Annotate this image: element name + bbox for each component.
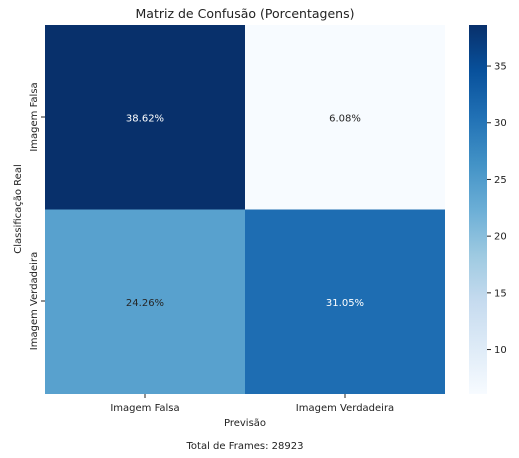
x-tick-label-imagem-verdadeira: Imagem Verdadeira — [296, 403, 394, 414]
colorbar-gradient — [469, 25, 487, 394]
total-frames-footnote: Total de Frames: 28923 — [186, 441, 304, 452]
cell-value-label-r0-c1: 6.08% — [329, 113, 361, 124]
cell-value-label-r1-c0: 24.26% — [126, 298, 164, 309]
x-tick-label-imagem-falsa: Imagem Falsa — [110, 403, 179, 414]
y-axis: Imagem Falsa Imagem Verdadeira Classific… — [13, 82, 45, 350]
colorbar-tick-label-35: 35 — [494, 62, 507, 73]
colorbar-tick-label-15: 15 — [494, 288, 507, 299]
colorbar: 10 15 20 25 30 35 — [469, 25, 507, 394]
heatmap-cell-r1-c1 — [245, 209, 445, 394]
colorbar-tick-label-25: 25 — [494, 175, 507, 186]
y-tick-label-imagem-verdadeira: Imagem Verdadeira — [29, 252, 40, 350]
y-tick-label-imagem-falsa: Imagem Falsa — [29, 82, 40, 151]
colorbar-tick-label-10: 10 — [494, 345, 507, 356]
colorbar-tick-label-20: 20 — [494, 232, 507, 243]
y-axis-label: Classificação Real — [13, 164, 24, 254]
cell-value-label-r1-c1: 31.05% — [326, 298, 364, 309]
cell-value-label-r0-c0: 38.62% — [126, 113, 164, 124]
chart-title: Matriz de Confusão (Porcentagens) — [136, 6, 355, 21]
colorbar-tick-label-30: 30 — [494, 118, 507, 129]
colorbar-ticks: 10 15 20 25 30 35 — [487, 62, 507, 356]
x-axis: Imagem Falsa Imagem Verdadeira Previsão — [110, 394, 394, 429]
heatmap-cell-r1-c0 — [45, 209, 245, 394]
heatmap-cell-r0-c1 — [245, 25, 445, 210]
heatmap-cell-r0-c0 — [45, 25, 245, 210]
x-axis-label: Previsão — [224, 418, 266, 429]
heatmap-cells: 38.62% 6.08% 24.26% 31.05% — [45, 25, 445, 394]
